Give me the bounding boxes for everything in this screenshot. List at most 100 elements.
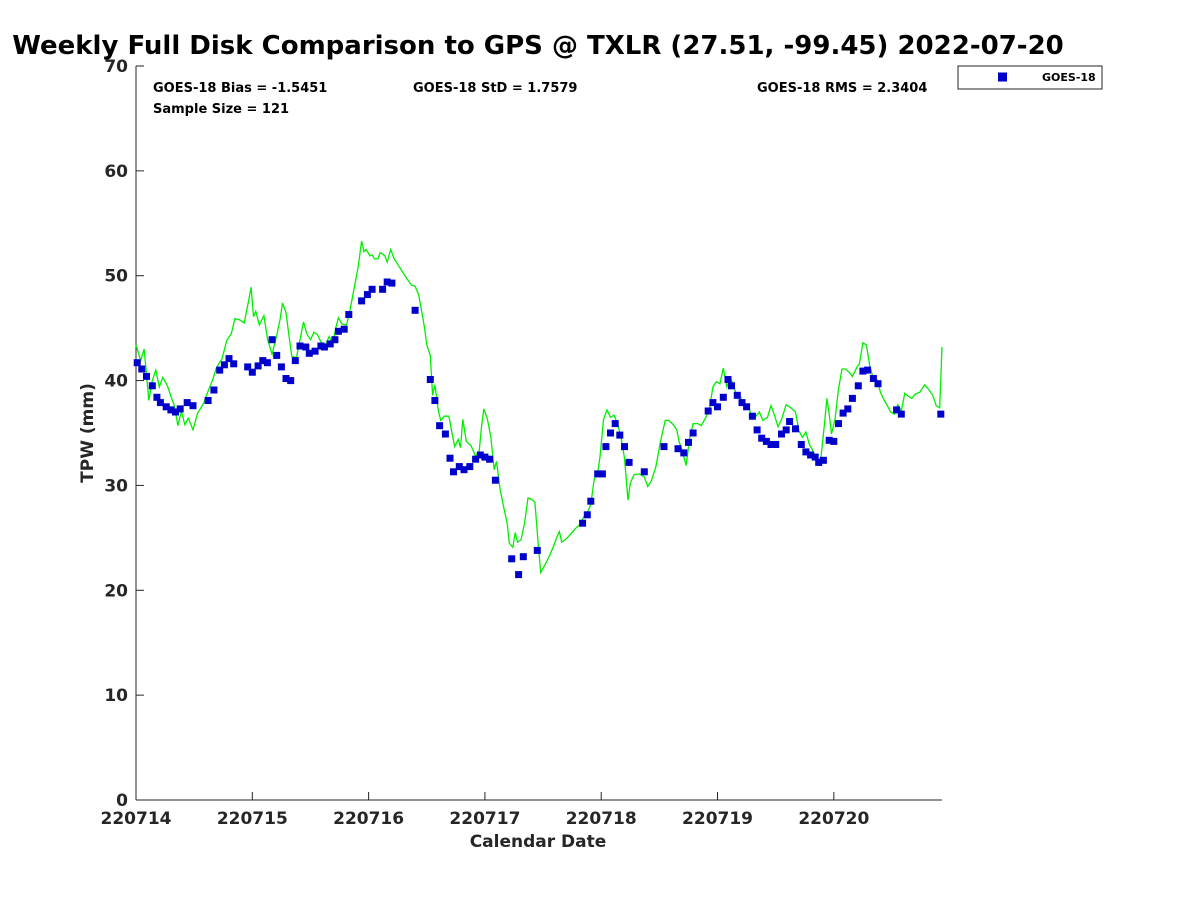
goes-18-point [802, 448, 810, 456]
goes-18-point [579, 519, 587, 527]
goes-18-point [305, 349, 313, 357]
goes-18-points [133, 278, 945, 579]
x-axis-ticks: 220714 220715 220716 220717 220718 220719 2207… [101, 792, 869, 829]
goes-18-point [491, 476, 499, 484]
goes-18-point [411, 306, 419, 314]
goes-18-point [148, 382, 156, 390]
goes-18-point [519, 553, 527, 561]
goes-18-point [273, 351, 281, 359]
goes-18-point [738, 399, 746, 407]
goes-18-point [772, 441, 780, 448]
y-tick-label: 40 [104, 372, 128, 392]
goes-18-point [282, 375, 290, 382]
goes-18-point [259, 357, 267, 365]
goes-18-point [334, 327, 342, 335]
goes-18-point [176, 405, 184, 413]
goes-18-point [388, 279, 396, 287]
legend-marker [998, 72, 1007, 82]
goes-18-point [897, 410, 905, 418]
goes-18-point [153, 393, 161, 401]
goes-18-point [758, 434, 766, 442]
goes-18-point [368, 285, 376, 293]
legend-box [957, 65, 1103, 90]
y-tick-label: 50 [104, 267, 128, 287]
goes-18-point [263, 359, 271, 367]
std-stat: GOES-18 StD = 1.7579 [413, 81, 577, 96]
goes-18-point [869, 375, 877, 382]
y-tick-label: 70 [104, 57, 128, 77]
y-tick-label: 20 [104, 581, 128, 601]
goes-18-point [859, 367, 867, 375]
goes-18-point [515, 571, 523, 579]
goes-18-point [733, 391, 741, 399]
goes-18-point [778, 430, 785, 438]
goes-18-point [616, 431, 624, 439]
goes-18-point [714, 403, 721, 411]
goes-18-point [466, 463, 474, 471]
gps-line [135, 240, 943, 575]
goes-18-point [724, 376, 732, 383]
goes-18-point [291, 357, 299, 365]
goes-18-point [508, 555, 516, 563]
goes-18-point [786, 418, 794, 425]
goes-18-point [611, 420, 619, 428]
goes-18-point [183, 399, 191, 407]
x-tick-label: 220716 [333, 809, 404, 829]
goes-18-point [854, 382, 862, 390]
goes-18-point [704, 407, 712, 415]
x-tick-label: 220719 [682, 809, 753, 829]
goes-18-point [625, 458, 633, 466]
goes-18-point [893, 406, 901, 414]
goes-18-point [220, 361, 228, 369]
goes-18-point [719, 393, 727, 401]
goes-18-point [825, 436, 833, 444]
goes-18-point [379, 285, 387, 293]
goes-18-point [248, 368, 256, 376]
goes-18-point [345, 311, 353, 318]
goes-18-point [533, 546, 541, 554]
goes-18-point [326, 340, 334, 348]
goes-18-point [709, 399, 717, 407]
goes-18-point [476, 451, 484, 459]
goes-18-point [311, 347, 319, 355]
goes-18-point [685, 438, 692, 446]
goes-18-point [287, 377, 295, 385]
goes-18-point [277, 363, 285, 371]
goes-18-point [331, 336, 339, 344]
legend: GOES-18 [957, 65, 1103, 90]
goes-18-point [156, 399, 164, 407]
goes-18-point [133, 359, 141, 367]
goes-18-point [244, 363, 252, 371]
y-axis-label: TPW (mm) [78, 383, 98, 483]
goes-18-point [743, 403, 751, 411]
y-tick-label: 10 [104, 686, 128, 706]
goes-18-point [138, 365, 146, 373]
goes-18-point [296, 342, 304, 350]
rms-stat: GOES-18 RMS = 2.3404 [757, 81, 927, 96]
goes-18-point [848, 394, 856, 402]
goes-18-point [583, 511, 591, 519]
goes-18-point [431, 397, 439, 404]
goes-18-point [835, 420, 842, 428]
goes-18-point [689, 429, 697, 437]
goes-18-point [358, 297, 366, 305]
goes-18-point [767, 441, 775, 448]
goes-18-point [230, 360, 238, 368]
goes-18-point [254, 362, 262, 370]
goes-18-point [481, 453, 489, 461]
goes-18-point [455, 463, 463, 471]
goes-18-point [143, 372, 150, 380]
goes-18-point [167, 406, 175, 414]
goes-18-point [807, 451, 815, 459]
x-tick-label: 220715 [217, 809, 288, 829]
plot-area: 0 10 20 30 40 50 60 70 220714 220715 220716 220717… [101, 57, 945, 829]
goes-18-point [839, 409, 847, 417]
goes-18-point [225, 355, 233, 363]
goes-18-point [748, 412, 756, 420]
y-tick-label: 30 [104, 476, 128, 496]
goes-18-point [486, 455, 494, 463]
goes-18-point [383, 278, 391, 286]
goes-18-point [782, 426, 790, 434]
goes-18-point [162, 403, 170, 411]
